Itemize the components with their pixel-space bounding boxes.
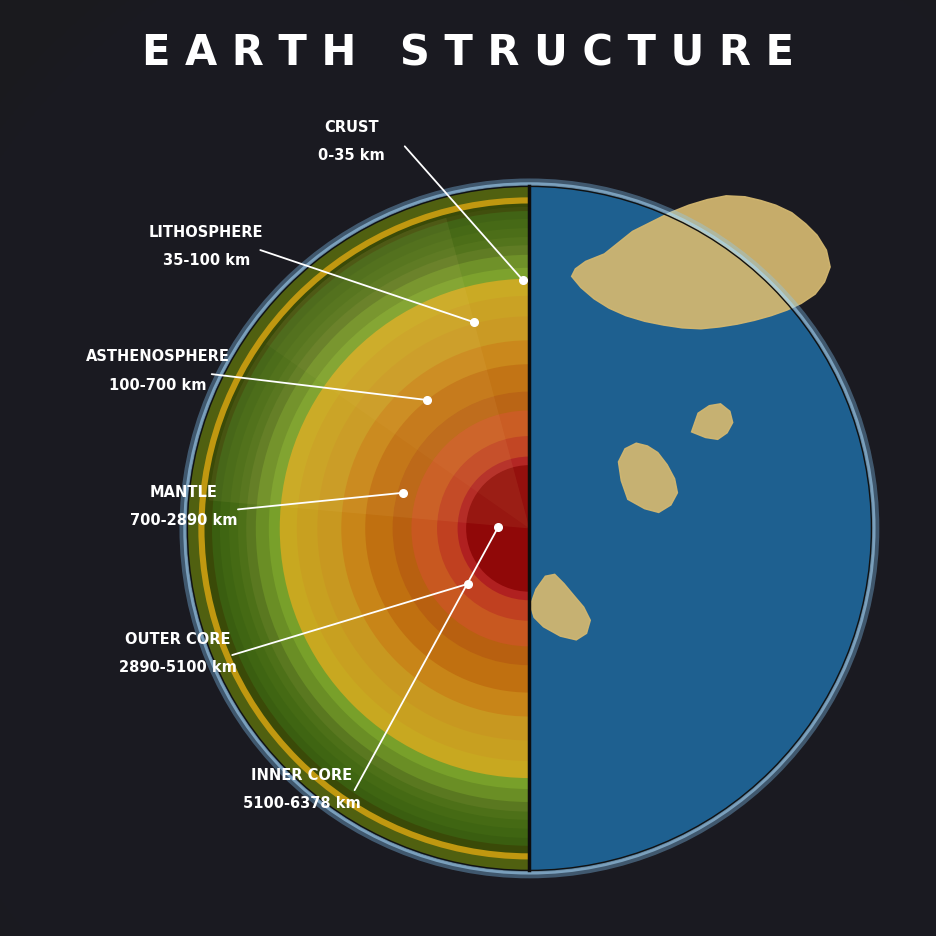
Text: ASTHENOSPHERE: ASTHENOSPHERE <box>85 349 229 364</box>
Text: 2890-5100 km: 2890-5100 km <box>119 659 237 674</box>
Wedge shape <box>280 280 529 778</box>
Wedge shape <box>341 341 529 717</box>
Text: LITHOSPHERE: LITHOSPHERE <box>149 225 263 240</box>
Text: OUTER CORE: OUTER CORE <box>125 631 230 646</box>
Text: 35-100 km: 35-100 km <box>162 253 250 268</box>
Polygon shape <box>571 197 829 329</box>
Text: 700-2890 km: 700-2890 km <box>130 513 237 528</box>
Wedge shape <box>317 317 529 740</box>
Polygon shape <box>691 404 732 440</box>
Wedge shape <box>229 229 529 828</box>
Wedge shape <box>411 411 529 647</box>
Text: E A R T H   S T R U C T U R E: E A R T H S T R U C T U R E <box>142 33 794 75</box>
Text: 5100-6378 km: 5100-6378 km <box>242 796 360 811</box>
Text: INNER CORE: INNER CORE <box>251 768 352 782</box>
Wedge shape <box>209 219 529 529</box>
Text: 0-35 km: 0-35 km <box>317 148 385 163</box>
Wedge shape <box>256 256 529 802</box>
Text: 100-700 km: 100-700 km <box>109 377 206 392</box>
Wedge shape <box>529 187 870 870</box>
Polygon shape <box>618 444 677 513</box>
Wedge shape <box>220 220 529 838</box>
Wedge shape <box>212 212 529 846</box>
Text: CRUST: CRUST <box>324 120 378 135</box>
Wedge shape <box>204 204 529 854</box>
Wedge shape <box>187 187 529 870</box>
Wedge shape <box>365 365 529 693</box>
Wedge shape <box>436 436 529 622</box>
Wedge shape <box>198 198 529 859</box>
Wedge shape <box>246 246 529 812</box>
Wedge shape <box>457 457 529 601</box>
Text: MANTLE: MANTLE <box>150 485 217 500</box>
Circle shape <box>187 187 870 870</box>
Wedge shape <box>392 392 529 665</box>
Wedge shape <box>238 238 529 820</box>
Wedge shape <box>297 297 529 761</box>
Wedge shape <box>465 465 529 592</box>
Polygon shape <box>530 575 590 640</box>
Wedge shape <box>269 269 529 789</box>
